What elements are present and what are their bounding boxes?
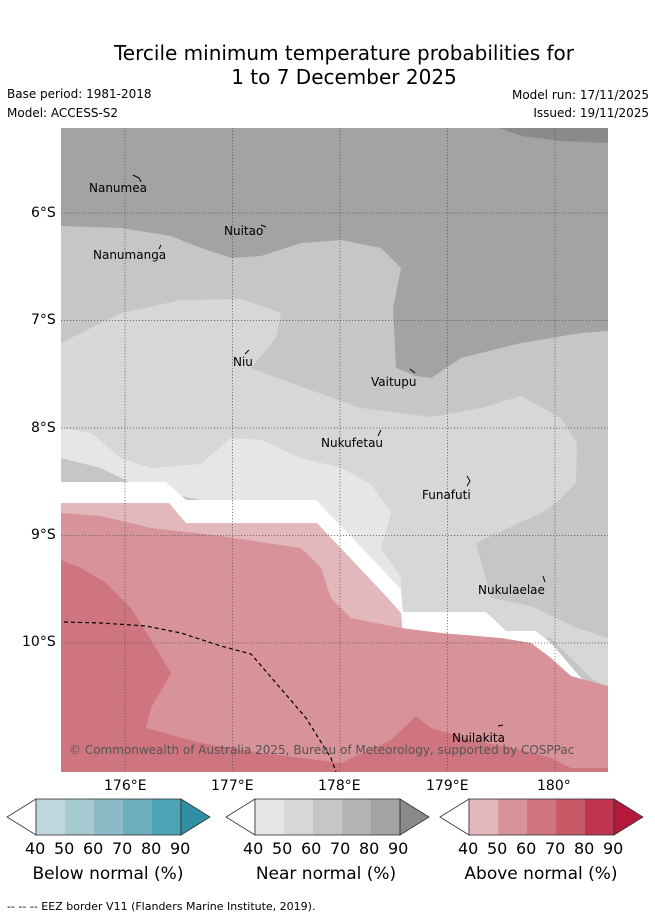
legend-near-extend-high <box>399 798 430 836</box>
lat-label-6s: 6°S <box>31 205 56 221</box>
legend-above-tick-40: 40 <box>458 839 479 858</box>
place-niu: Niu <box>233 355 253 369</box>
legend-near-tick-70: 70 <box>330 839 351 858</box>
lon-label-177e: 177°E <box>211 778 254 794</box>
islands <box>132 174 546 727</box>
legend-above-tick-60: 60 <box>516 839 537 858</box>
map-title-line2: 1 to 7 December 2025 <box>231 65 457 89</box>
legend-near-tick-90: 90 <box>388 839 409 858</box>
model-name: Model: ACCESS-S2 <box>7 106 119 120</box>
near-normal-70-region <box>61 128 608 378</box>
lon-label-176e: 176°E <box>104 778 147 794</box>
legend-above-tick-70: 70 <box>545 839 566 858</box>
legend-above-normal-label: Above normal (%) <box>464 864 618 884</box>
above-normal-50-region <box>61 513 608 772</box>
place-vaitupu: Vaitupu <box>371 375 417 389</box>
legend-below-frame <box>35 798 182 836</box>
legend-near-tick-40: 40 <box>243 839 264 858</box>
place-nukulaelae: Nukulaelae <box>478 583 545 597</box>
lat-label-9s: 9°S <box>31 527 56 543</box>
legend-colorbars <box>6 798 644 836</box>
legend-below-swatch-4 <box>123 799 152 835</box>
lat-label-10s: 10°S <box>22 634 56 650</box>
place-nuitao: Nuitao <box>224 224 263 238</box>
place-nuilakita: Nuilakita <box>452 731 505 745</box>
place-nukufetau: Nukufetau <box>321 436 383 450</box>
eez-footnote: -- -- -- EEZ border V11 (Flanders Marine… <box>7 900 316 913</box>
copyright-notice: © Commonwealth of Australia 2025, Bureau… <box>69 743 574 757</box>
graticule <box>61 128 608 772</box>
legend-above-tick-90: 90 <box>603 839 624 858</box>
legend-near-frame <box>254 798 401 836</box>
model-run: Model run: 17/11/2025 <box>511 88 649 102</box>
legend-below-tick-90: 90 <box>170 839 191 858</box>
legend-above-swatch-3 <box>527 799 556 835</box>
legend-near-swatch-1 <box>255 799 284 835</box>
legend-near-tick-50: 50 <box>272 839 293 858</box>
legend-near-swatch-5 <box>371 799 400 835</box>
legend-near-swatch-3 <box>313 799 342 835</box>
legend-near-normal-label: Near normal (%) <box>255 864 397 884</box>
legend-below-normal-label: Below normal (%) <box>32 864 184 884</box>
issued-date: Issued: 19/11/2025 <box>533 106 649 120</box>
lon-label-180: 180° <box>537 778 571 794</box>
legend-near-swatch-4 <box>342 799 371 835</box>
legend-below-tick-60: 60 <box>83 839 104 858</box>
base-period: Base period: 1981-2018 <box>7 87 152 101</box>
legend-below-tick-40: 40 <box>25 839 46 858</box>
legend-above-tick-50: 50 <box>487 839 508 858</box>
legend-near-tick-80: 80 <box>359 839 380 858</box>
above-normal-60-region <box>61 560 608 772</box>
legend-above-swatch-5 <box>585 799 614 835</box>
legend-below-extend-low <box>6 798 37 836</box>
near-normal-40-region <box>61 428 401 608</box>
legend-above-swatch-4 <box>556 799 585 835</box>
lat-label-7s: 7°S <box>31 312 56 328</box>
no-signal-gap <box>61 482 608 718</box>
lat-label-8s: 8°S <box>31 420 56 436</box>
place-nanumanga: Nanumanga <box>93 248 166 262</box>
near-normal-80-region <box>499 128 608 143</box>
eez-border <box>63 621 337 772</box>
legend-above-extend-low <box>439 798 470 836</box>
lon-label-178e: 178°E <box>318 778 361 794</box>
legend-below-tick-50: 50 <box>54 839 75 858</box>
legend-below-tick-70: 70 <box>112 839 133 858</box>
legend-above-swatch-2 <box>498 799 527 835</box>
legend-below-swatch-2 <box>65 799 94 835</box>
legend-above-extend-high <box>613 798 644 836</box>
legend-near-swatch-2 <box>284 799 313 835</box>
legend-below-swatch-3 <box>94 799 123 835</box>
lon-label-179e: 179°E <box>426 778 469 794</box>
legend-below-extend-high <box>180 798 211 836</box>
legend-above-frame <box>468 798 615 836</box>
legend-above-tick-80: 80 <box>574 839 595 858</box>
map-title-line1: Tercile minimum temperature probabilitie… <box>113 41 575 65</box>
legend-below-swatch-5 <box>152 799 181 835</box>
legend-above-swatch-1 <box>469 799 498 835</box>
legend-near-extend-low <box>225 798 256 836</box>
map-panel: Nanumea Nuitao Nanumanga Niu Vaitupu Nuk… <box>61 128 608 772</box>
place-nanumea: Nanumea <box>89 181 147 195</box>
legend-below-swatch-1 <box>36 799 65 835</box>
place-funafuti: Funafuti <box>422 488 471 502</box>
legend-near-tick-60: 60 <box>301 839 322 858</box>
legend-below-tick-80: 80 <box>141 839 162 858</box>
